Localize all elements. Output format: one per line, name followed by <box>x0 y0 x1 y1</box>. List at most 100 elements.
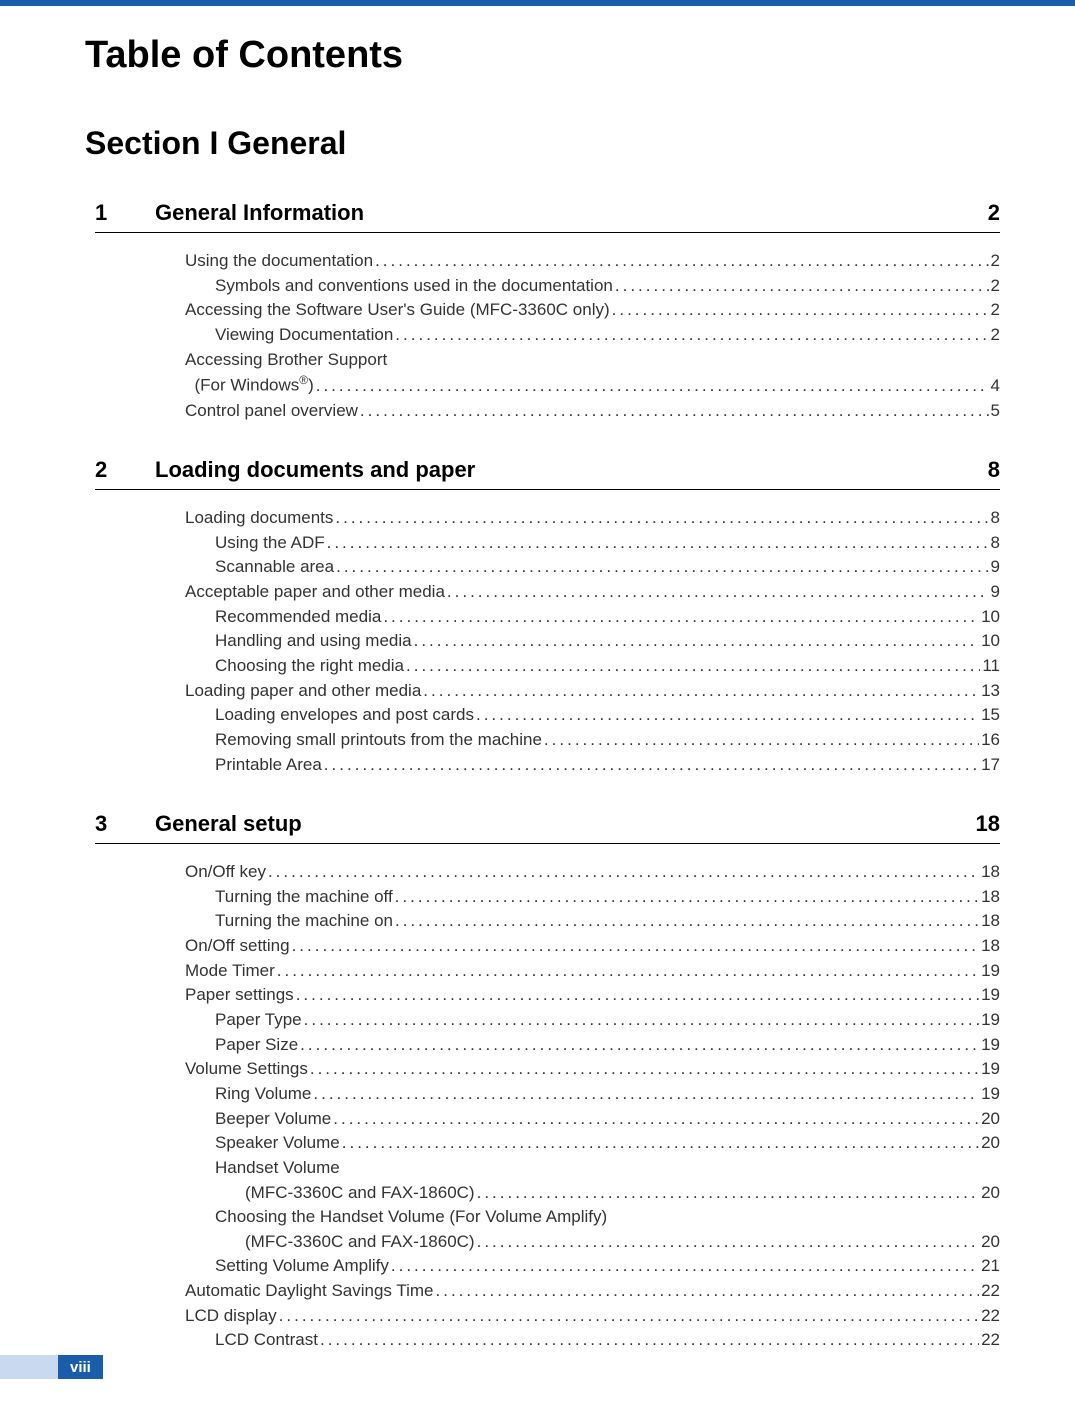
toc-leader-dots <box>436 1279 980 1304</box>
toc-entry-text: (MFC-3360C and FAX-1860C) <box>245 1181 475 1206</box>
toc-entry[interactable]: (MFC-3360C and FAX-1860C)20 <box>185 1230 1000 1255</box>
toc-entry[interactable]: Symbols and conventions used in the docu… <box>185 274 1000 299</box>
toc-leader-dots <box>324 753 979 778</box>
toc-entry[interactable]: Choosing the Handset Volume (For Volume … <box>185 1205 1000 1230</box>
toc-entry-text: Handling and using media <box>215 629 412 654</box>
toc-entry-text: (For Windows®) <box>185 372 314 398</box>
chapter-number: 1 <box>95 200 155 226</box>
toc-entry[interactable]: (MFC-3360C and FAX-1860C) 20 <box>185 1181 1000 1206</box>
toc-entry[interactable]: On/Off setting 18 <box>185 934 1000 959</box>
toc-entry[interactable]: Volume Settings19 <box>185 1057 1000 1082</box>
toc-entry-text: Viewing Documentation <box>215 323 393 348</box>
toc-entry[interactable]: Mode Timer19 <box>185 959 1000 984</box>
toc-entry[interactable]: Paper Type19 <box>185 1008 1000 1033</box>
toc-entry-page: 18 <box>981 860 1000 885</box>
toc-leader-dots <box>268 860 979 885</box>
toc-leader-dots <box>477 1181 979 1206</box>
toc-entry[interactable]: Handset Volume <box>185 1156 1000 1181</box>
toc-entry-text: Setting Volume Amplify <box>215 1254 389 1279</box>
toc-entry[interactable]: Using the documentation2 <box>185 249 1000 274</box>
toc-entry[interactable]: Turning the machine on18 <box>185 909 1000 934</box>
toc-entry[interactable]: Handling and using media10 <box>185 629 1000 654</box>
chapter: 1General Information2 Using the documenta… <box>85 200 1000 423</box>
toc-entry-text: Removing small printouts from the machin… <box>215 728 542 753</box>
toc-entry[interactable]: Viewing Documentation 2 <box>185 323 1000 348</box>
toc-entry[interactable]: LCD display22 <box>185 1304 1000 1329</box>
toc-entry[interactable]: Paper settings19 <box>185 983 1000 1008</box>
toc-entry-page: 19 <box>981 1082 1000 1107</box>
toc-entry[interactable]: Accessing Brother Support <box>185 348 1000 373</box>
toc-leader-dots <box>342 1131 979 1156</box>
toc-entry-page: 20 <box>981 1181 1000 1206</box>
toc-entry-text: Choosing the Handset Volume (For Volume … <box>215 1205 607 1230</box>
toc-entry[interactable]: (For Windows®) 4 <box>185 372 1000 398</box>
toc-leader-dots <box>375 249 988 274</box>
toc-entry[interactable]: Control panel overview5 <box>185 399 1000 424</box>
toc-entry[interactable]: LCD Contrast22 <box>185 1328 1000 1353</box>
toc-entry[interactable]: Recommended media10 <box>185 605 1000 630</box>
toc-entry-page: 19 <box>981 1033 1000 1058</box>
toc-leader-dots <box>300 1033 979 1058</box>
toc-entry[interactable]: Acceptable paper and other media9 <box>185 580 1000 605</box>
toc-entry-text: Paper Size <box>215 1033 298 1058</box>
chapter-page: 8 <box>988 457 1000 483</box>
toc-entry-page: 4 <box>991 374 1000 399</box>
toc-leader-dots <box>304 1008 979 1033</box>
toc-entry-page: 13 <box>981 679 1000 704</box>
toc-entry-page: 2 <box>991 274 1000 299</box>
toc-entry-page: 20 <box>981 1131 1000 1156</box>
toc-entry-text: On/Off setting <box>185 934 290 959</box>
toc-leader-dots <box>336 555 988 580</box>
toc-entry-text: Handset Volume <box>215 1156 340 1181</box>
toc-leader-dots <box>447 580 989 605</box>
toc-entry[interactable]: Speaker Volume20 <box>185 1131 1000 1156</box>
toc-leader-dots <box>423 679 979 704</box>
toc-entry-page: 19 <box>981 983 1000 1008</box>
toc-entry-text: LCD display <box>185 1304 277 1329</box>
toc-leader-dots <box>383 605 979 630</box>
toc-entry[interactable]: Printable Area17 <box>185 753 1000 778</box>
toc-entry[interactable]: Turning the machine off18 <box>185 885 1000 910</box>
toc-entry[interactable]: Using the ADF8 <box>185 531 1000 556</box>
toc-entry[interactable]: Automatic Daylight Savings Time22 <box>185 1279 1000 1304</box>
toc-entry-text: Using the documentation <box>185 249 373 274</box>
toc-entry[interactable]: Beeper Volume20 <box>185 1107 1000 1132</box>
toc-leader-dots <box>391 1254 979 1279</box>
toc-entry-page: 2 <box>991 298 1000 323</box>
toc-entry-text: Recommended media <box>215 605 381 630</box>
toc-leader-dots <box>395 323 988 348</box>
toc-entry[interactable]: Removing small printouts from the machin… <box>185 728 1000 753</box>
toc-entry-page: 2 <box>991 323 1000 348</box>
toc-entry[interactable]: Setting Volume Amplify21 <box>185 1254 1000 1279</box>
chapter-number: 3 <box>95 811 155 837</box>
toc-entry-text: Loading paper and other media <box>185 679 421 704</box>
toc-entry[interactable]: Paper Size 19 <box>185 1033 1000 1058</box>
toc-entry[interactable]: Loading paper and other media 13 <box>185 679 1000 704</box>
toc-entry[interactable]: Ring Volume 19 <box>185 1082 1000 1107</box>
toc-leader-dots <box>335 506 988 531</box>
chapter-header: 1General Information2 <box>95 200 1000 233</box>
toc-entry[interactable]: Scannable area9 <box>185 555 1000 580</box>
toc-entry-text: Printable Area <box>215 753 322 778</box>
toc-leader-dots <box>279 1304 979 1329</box>
toc-entry[interactable]: On/Off key18 <box>185 860 1000 885</box>
chapter-entries: Loading documents8Using the ADF8Scannabl… <box>185 506 1000 777</box>
toc-entry-page: 15 <box>981 703 1000 728</box>
page-number: viii <box>58 1355 103 1379</box>
toc-entry-page: 19 <box>981 1057 1000 1082</box>
chapter-title: Loading documents and paper <box>155 457 988 483</box>
toc-entry[interactable]: Loading envelopes and post cards15 <box>185 703 1000 728</box>
toc-entry[interactable]: Accessing the Software User's Guide (MFC… <box>185 298 1000 323</box>
toc-entry-text: Automatic Daylight Savings Time <box>185 1279 434 1304</box>
toc-leader-dots <box>406 654 980 679</box>
toc-entry[interactable]: Loading documents8 <box>185 506 1000 531</box>
toc-entry-text: Ring Volume <box>215 1082 311 1107</box>
toc-leader-dots <box>296 983 979 1008</box>
toc-entry-page: 18 <box>981 934 1000 959</box>
toc-entry[interactable]: Choosing the right media11 <box>185 654 1000 679</box>
toc-leader-dots <box>395 909 979 934</box>
chapter-entries: Using the documentation2Symbols and conv… <box>185 249 1000 423</box>
chapter-page: 18 <box>976 811 1000 837</box>
toc-leader-dots <box>333 1107 979 1132</box>
chapter-header: 2Loading documents and paper8 <box>95 457 1000 490</box>
